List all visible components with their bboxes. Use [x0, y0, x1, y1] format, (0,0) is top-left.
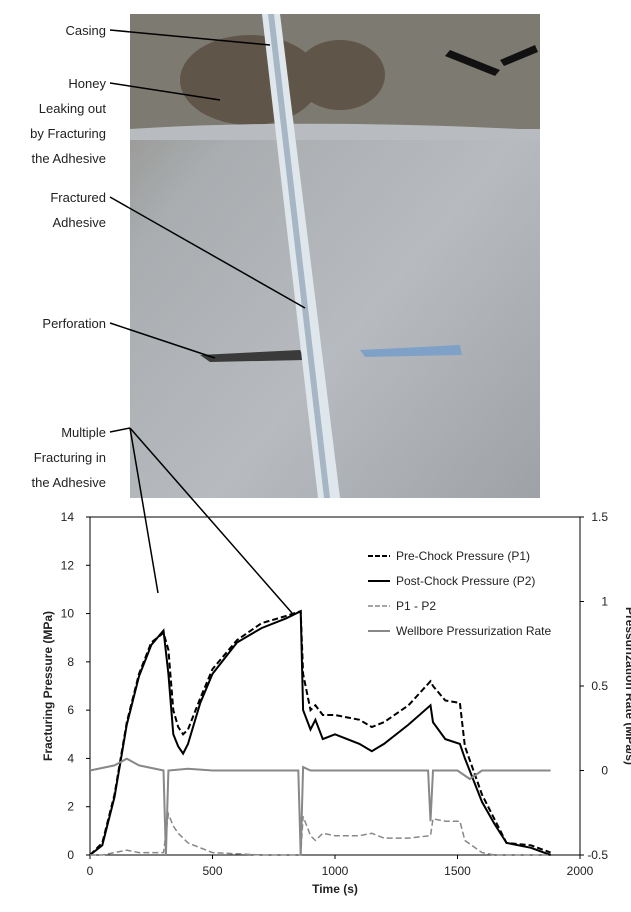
legend-label: Pre-Chock Pressure (P1)	[396, 549, 530, 563]
annotation: Fracturing in	[34, 450, 106, 465]
x-tick-label: 1000	[322, 864, 349, 878]
y2-tick-label: 1	[601, 595, 608, 609]
y2-tick-label: 0	[601, 764, 608, 778]
annotation: the Adhesive	[32, 475, 106, 490]
y-tick-label: 0	[67, 848, 74, 862]
x-tick-label: 2000	[567, 864, 594, 878]
photo	[130, 14, 540, 498]
y2-tick-label: 0.5	[591, 679, 608, 693]
y2-tick-label: 1.5	[591, 510, 608, 524]
series-line	[90, 811, 551, 856]
series-line	[89, 609, 551, 856]
y-axis-label: Fracturing Pressure (MPa)	[41, 611, 55, 761]
legend-label: P1 - P2	[396, 599, 436, 613]
legend-label: Post-Chock Pressure (P2)	[396, 574, 535, 588]
x-tick-label: 1500	[444, 864, 471, 878]
annotation: Fractured	[50, 190, 106, 205]
y-tick-label: 12	[61, 558, 75, 572]
x-tick-label: 500	[202, 864, 222, 878]
annotations: Casing Honey Leaking out by Fracturing the A…	[30, 23, 106, 490]
y2-axis-label: Pressurization Rate (MPa/s)	[623, 607, 631, 765]
annotation: Perforation	[42, 316, 106, 331]
annotation: by Fracturing	[30, 126, 106, 141]
chart: 0 2 4 6 8 10 12 14 -0.5 0 0.5 1 1.5 0 500 1000 1500 2000 T…	[41, 510, 631, 896]
annotation: Casing	[66, 23, 106, 38]
y-tick-label: 4	[67, 751, 74, 765]
y-tick-label: 10	[61, 607, 75, 621]
y2-tick-label: -0.5	[587, 848, 608, 862]
y-tick-label: 2	[67, 800, 74, 814]
annotation: Multiple	[61, 425, 106, 440]
x-tick-label: 0	[87, 864, 94, 878]
y-tick-label: 14	[61, 510, 75, 524]
annotation: Leaking out	[39, 101, 107, 116]
series-line	[89, 757, 551, 856]
x-axis-label: Time (s)	[312, 882, 358, 896]
annotation-lines	[109, 29, 306, 614]
y-tick-label: 6	[67, 703, 74, 717]
legend-label: Wellbore Pressurization Rate	[396, 624, 552, 638]
annotation: the Adhesive	[32, 151, 106, 166]
annotation: Adhesive	[53, 215, 106, 230]
annotation: Honey	[68, 76, 106, 91]
y-tick-label: 8	[67, 655, 74, 669]
